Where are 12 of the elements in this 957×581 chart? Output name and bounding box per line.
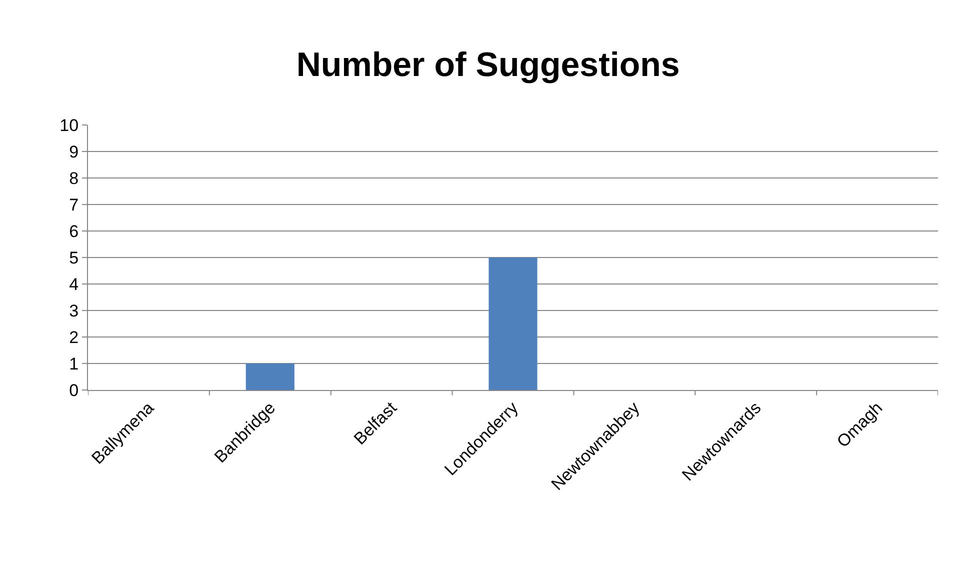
y-tick-label: 9 [69,142,79,162]
chart-title: Number of Suggestions [296,46,680,84]
y-tick-label: 8 [69,168,79,188]
y-tick-label: 2 [69,328,79,347]
y-tick-label: 1 [69,354,79,374]
y-tick-label: 6 [69,222,79,241]
y-tick-label: 5 [69,248,79,268]
y-tick-label: 10 [60,116,79,135]
y-tick-label: 4 [69,274,79,294]
y-tick-label: 7 [69,195,79,214]
y-tick-label: 3 [69,301,79,320]
y-tick-label: 0 [69,380,79,400]
